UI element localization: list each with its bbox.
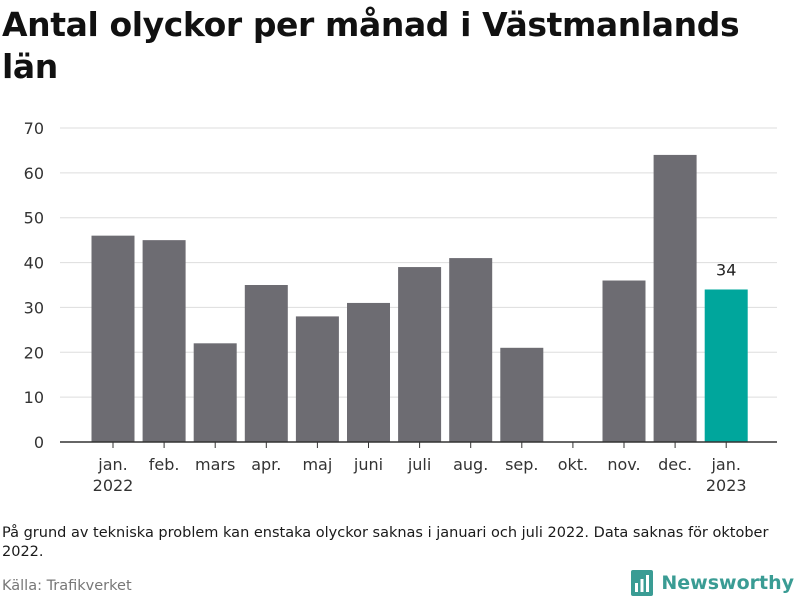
x-tick-label: mars <box>195 455 235 474</box>
y-tick-label: 60 <box>24 164 44 183</box>
x-axis <box>60 441 777 448</box>
y-tick-label: 30 <box>24 298 44 317</box>
x-tick-label: apr. <box>251 455 281 474</box>
y-tick-label: 20 <box>24 343 44 362</box>
bar <box>398 267 442 442</box>
x-tick-label: 2022 <box>93 476 134 495</box>
bar <box>704 289 748 442</box>
bar <box>295 316 339 442</box>
x-tick-label: feb. <box>149 455 180 474</box>
bar <box>449 258 493 442</box>
bar <box>142 240 186 442</box>
bar <box>347 302 390 442</box>
bar <box>500 347 544 442</box>
y-tick-label: 50 <box>24 209 44 228</box>
bar <box>193 343 237 442</box>
y-tick-label: 10 <box>24 388 44 407</box>
y-axis-tick-labels: 0 10 20 30 40 50 60 70 <box>24 119 44 452</box>
bars <box>91 154 748 442</box>
x-tick-label: jan. <box>97 455 127 474</box>
source-credit: Källa: Trafikverket <box>2 578 132 594</box>
x-tick-label: 2023 <box>706 476 747 495</box>
bar <box>244 285 288 442</box>
brand: Newsworthy <box>631 570 794 596</box>
data-label: 34 <box>716 260 736 279</box>
x-tick-label: juli <box>407 455 431 474</box>
x-tick-label: jan. <box>710 455 740 474</box>
x-axis-tick-labels: jan. 2022 feb. mars apr. maj juni juli aug. sep. o… <box>93 455 747 495</box>
bar <box>91 235 135 442</box>
y-tick-label: 40 <box>24 254 44 273</box>
y-tick-label: 0 <box>34 433 44 452</box>
x-tick-label: aug. <box>453 455 488 474</box>
chart-note: På grund av tekniska problem kan enstaka… <box>2 525 769 560</box>
data-labels: 34 <box>716 260 736 279</box>
x-tick-label: juni <box>353 455 383 474</box>
x-tick-label: nov. <box>607 455 640 474</box>
chart-title: Antal olyckor per månad i Västmanlands l… <box>2 5 740 86</box>
y-tick-label: 70 <box>24 119 44 138</box>
bar <box>602 280 646 442</box>
x-tick-label: sep. <box>505 455 538 474</box>
bar <box>653 154 697 442</box>
x-tick-label: okt. <box>558 455 588 474</box>
x-tick-label: dec. <box>658 455 692 474</box>
brand-name: Newsworthy <box>661 572 794 594</box>
x-tick-label: maj <box>302 455 332 474</box>
newsworthy-chart-logo-icon <box>631 570 654 596</box>
